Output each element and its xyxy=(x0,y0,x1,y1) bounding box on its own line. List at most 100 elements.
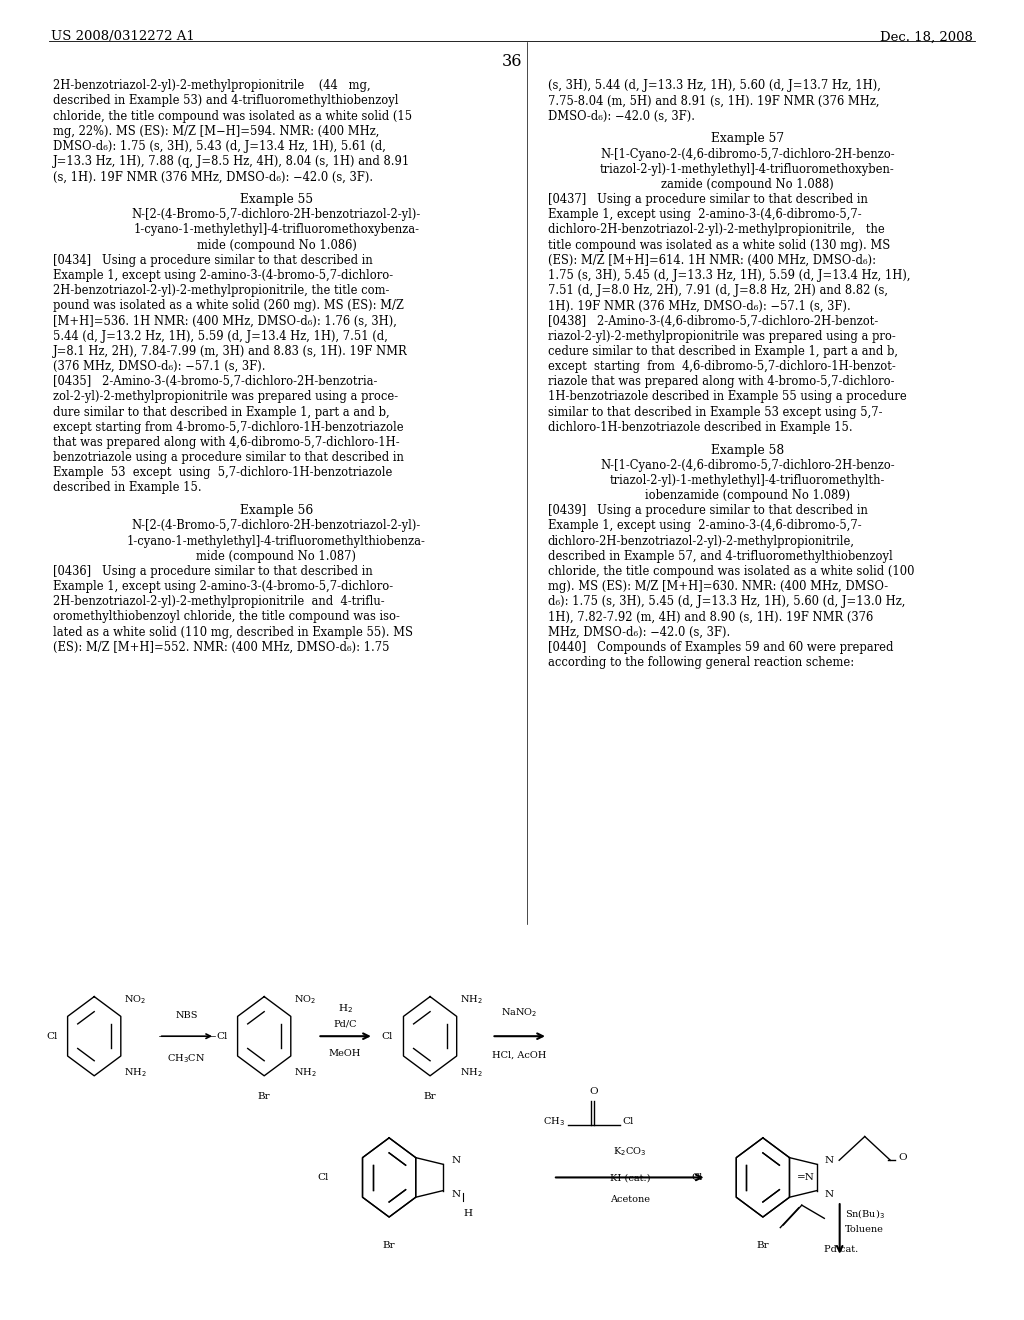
Text: Cl: Cl xyxy=(691,1173,702,1181)
Text: Acetone: Acetone xyxy=(609,1195,650,1204)
Text: Example 55: Example 55 xyxy=(240,193,313,206)
Text: dichloro-2H-benzotriazol-2-yl)-2-methylpropionitrile,   the: dichloro-2H-benzotriazol-2-yl)-2-methylp… xyxy=(548,223,885,236)
Text: Br: Br xyxy=(424,1092,436,1101)
Text: N-[2-(4-Bromo-5,7-dichloro-2H-benzotriazol-2-yl)-: N-[2-(4-Bromo-5,7-dichloro-2H-benzotriaz… xyxy=(132,209,421,222)
Text: Cl: Cl xyxy=(216,1032,227,1040)
Text: triazol-2-yl)-1-methylethyl]-4-trifluoromethoxyben-: triazol-2-yl)-1-methylethyl]-4-trifluoro… xyxy=(600,162,895,176)
Text: mide (compound No 1.087): mide (compound No 1.087) xyxy=(197,549,356,562)
Text: Br: Br xyxy=(258,1092,270,1101)
Text: similar to that described in Example 53 except using 5,7-: similar to that described in Example 53 … xyxy=(548,405,883,418)
Text: MHz, DMSO-d₆): −42.0 (s, 3F).: MHz, DMSO-d₆): −42.0 (s, 3F). xyxy=(548,626,730,639)
Text: 1H-benzotriazole described in Example 55 using a procedure: 1H-benzotriazole described in Example 55… xyxy=(548,391,906,404)
Text: N-[2-(4-Bromo-5,7-dichloro-2H-benzotriazol-2-yl)-: N-[2-(4-Bromo-5,7-dichloro-2H-benzotriaz… xyxy=(132,519,421,532)
Text: Pd/C: Pd/C xyxy=(334,1019,356,1028)
Text: chloride, the title compound was isolated as a white solid (15: chloride, the title compound was isolate… xyxy=(53,110,413,123)
Text: (376 MHz, DMSO-d₆): −57.1 (s, 3F).: (376 MHz, DMSO-d₆): −57.1 (s, 3F). xyxy=(53,360,266,374)
Text: K$_2$CO$_3$: K$_2$CO$_3$ xyxy=(613,1144,646,1158)
Text: Example 58: Example 58 xyxy=(711,444,784,457)
Text: cedure similar to that described in Example 1, part a and b,: cedure similar to that described in Exam… xyxy=(548,345,898,358)
Text: riazole that was prepared along with 4-bromo-5,7-dichloro-: riazole that was prepared along with 4-b… xyxy=(548,375,894,388)
Text: KI (cat.): KI (cat.) xyxy=(609,1173,650,1183)
Text: oromethylthiobenzoyl chloride, the title compound was iso-: oromethylthiobenzoyl chloride, the title… xyxy=(53,610,400,623)
Text: Br: Br xyxy=(383,1241,395,1250)
Text: [0435]   2-Amino-3-(4-bromo-5,7-dichloro-2H-benzotria-: [0435] 2-Amino-3-(4-bromo-5,7-dichloro-2… xyxy=(53,375,378,388)
Text: Example  53  except  using  5,7-dichloro-1H-benzotriazole: Example 53 except using 5,7-dichloro-1H-… xyxy=(53,466,392,479)
Text: mg). MS (ES): M/Z [M+H]=630. NMR: (400 MHz, DMSO-: mg). MS (ES): M/Z [M+H]=630. NMR: (400 M… xyxy=(548,579,888,593)
Text: (s, 1H). 19F NMR (376 MHz, DMSO-d₆): −42.0 (s, 3F).: (s, 1H). 19F NMR (376 MHz, DMSO-d₆): −42… xyxy=(53,170,374,183)
Text: Example 1, except using  2-amino-3-(4,6-dibromo-5,7-: Example 1, except using 2-amino-3-(4,6-d… xyxy=(548,209,861,222)
Text: [0434]   Using a procedure similar to that described in: [0434] Using a procedure similar to that… xyxy=(53,253,373,267)
Text: except  starting  from  4,6-dibromo-5,7-dichloro-1H-benzot-: except starting from 4,6-dibromo-5,7-dic… xyxy=(548,360,896,374)
Text: Example 56: Example 56 xyxy=(240,504,313,517)
Text: NH$_2$: NH$_2$ xyxy=(460,993,482,1006)
Text: Example 1, except using 2-amino-3-(4-bromo-5,7-dichloro-: Example 1, except using 2-amino-3-(4-bro… xyxy=(53,269,393,282)
Text: O: O xyxy=(899,1154,907,1162)
Text: title compound was isolated as a white solid (130 mg). MS: title compound was isolated as a white s… xyxy=(548,239,890,252)
Text: 2H-benzotriazol-2-yl)-2-methylpropionitrile  and  4-triflu-: 2H-benzotriazol-2-yl)-2-methylpropionitr… xyxy=(53,595,385,609)
Text: 36: 36 xyxy=(502,53,522,70)
Text: 5.44 (d, J=13.2 Hz, 1H), 5.59 (d, J=13.4 Hz, 1H), 7.51 (d,: 5.44 (d, J=13.2 Hz, 1H), 5.59 (d, J=13.4… xyxy=(53,330,388,343)
Text: 7.51 (d, J=8.0 Hz, 2H), 7.91 (d, J=8.8 Hz, 2H) and 8.82 (s,: 7.51 (d, J=8.0 Hz, 2H), 7.91 (d, J=8.8 H… xyxy=(548,284,888,297)
Text: Dec. 18, 2008: Dec. 18, 2008 xyxy=(880,30,973,44)
Text: N: N xyxy=(825,1156,834,1164)
Text: HCl, AcOH: HCl, AcOH xyxy=(492,1051,547,1060)
Text: zamide (compound No 1.088): zamide (compound No 1.088) xyxy=(662,178,834,191)
Text: NH$_2$: NH$_2$ xyxy=(294,1067,316,1080)
Text: d₆): 1.75 (s, 3H), 5.45 (d, J=13.3 Hz, 1H), 5.60 (d, J=13.0 Hz,: d₆): 1.75 (s, 3H), 5.45 (d, J=13.3 Hz, 1… xyxy=(548,595,905,609)
Text: 1.75 (s, 3H), 5.45 (d, J=13.3 Hz, 1H), 5.59 (d, J=13.4 Hz, 1H),: 1.75 (s, 3H), 5.45 (d, J=13.3 Hz, 1H), 5… xyxy=(548,269,910,282)
Text: dichloro-2H-benzotriazol-2-yl)-2-methylpropionitrile,: dichloro-2H-benzotriazol-2-yl)-2-methylp… xyxy=(548,535,855,548)
Text: H$_2$: H$_2$ xyxy=(338,1002,352,1015)
Text: 2H-benzotriazol-2-yl)-2-methylpropionitrile, the title com-: 2H-benzotriazol-2-yl)-2-methylpropionitr… xyxy=(53,284,389,297)
Text: described in Example 53) and 4-trifluoromethylthiobenzoyl: described in Example 53) and 4-trifluoro… xyxy=(53,95,398,107)
Text: Sn(Bu)$_3$: Sn(Bu)$_3$ xyxy=(845,1208,885,1221)
Text: described in Example 57, and 4-trifluoromethylthiobenzoyl: described in Example 57, and 4-trifluoro… xyxy=(548,549,893,562)
Text: triazol-2-yl)-1-methylethyl]-4-trifluoromethylth-: triazol-2-yl)-1-methylethyl]-4-trifluoro… xyxy=(610,474,885,487)
Text: (ES): M/Z [M+H]=614. 1H NMR: (400 MHz, DMSO-d₆):: (ES): M/Z [M+H]=614. 1H NMR: (400 MHz, D… xyxy=(548,253,876,267)
Text: N: N xyxy=(451,1156,460,1164)
Text: iobenzamide (compound No 1.089): iobenzamide (compound No 1.089) xyxy=(645,488,850,502)
Text: [0438]   2-Amino-3-(4,6-dibromo-5,7-dichloro-2H-benzot-: [0438] 2-Amino-3-(4,6-dibromo-5,7-dichlo… xyxy=(548,314,879,327)
Text: O: O xyxy=(590,1086,598,1096)
Text: NH$_2$: NH$_2$ xyxy=(124,1067,146,1080)
Text: Br: Br xyxy=(757,1241,769,1250)
Text: according to the following general reaction scheme:: according to the following general react… xyxy=(548,656,854,669)
Text: riazol-2-yl)-2-methylpropionitrile was prepared using a pro-: riazol-2-yl)-2-methylpropionitrile was p… xyxy=(548,330,896,343)
Text: N: N xyxy=(825,1191,834,1199)
Text: CH$_3$: CH$_3$ xyxy=(544,1115,565,1129)
Text: 1-cyano-1-methylethyl]-4-trifluoromethylthiobenza-: 1-cyano-1-methylethyl]-4-trifluoromethyl… xyxy=(127,535,426,548)
Text: Cl: Cl xyxy=(623,1118,634,1126)
Text: dichloro-1H-benzotriazole described in Example 15.: dichloro-1H-benzotriazole described in E… xyxy=(548,421,852,434)
Text: Example 1, except using  2-amino-3-(4,6-dibromo-5,7-: Example 1, except using 2-amino-3-(4,6-d… xyxy=(548,519,861,532)
Text: that was prepared along with 4,6-dibromo-5,7-dichloro-1H-: that was prepared along with 4,6-dibromo… xyxy=(53,436,400,449)
Text: N: N xyxy=(451,1191,460,1199)
Text: [M+H]=536. 1H NMR: (400 MHz, DMSO-d₆): 1.76 (s, 3H),: [M+H]=536. 1H NMR: (400 MHz, DMSO-d₆): 1… xyxy=(53,314,397,327)
Text: except starting from 4-bromo-5,7-dichloro-1H-benzotriazole: except starting from 4-bromo-5,7-dichlor… xyxy=(53,421,403,434)
Text: benzotriazole using a procedure similar to that described in: benzotriazole using a procedure similar … xyxy=(53,451,404,465)
Text: NH$_2$: NH$_2$ xyxy=(460,1067,482,1080)
Text: NBS: NBS xyxy=(175,1011,198,1020)
Text: dure similar to that described in Example 1, part a and b,: dure similar to that described in Exampl… xyxy=(53,405,390,418)
Text: mg, 22%). MS (ES): M/Z [M−H]=594. NMR: (400 MHz,: mg, 22%). MS (ES): M/Z [M−H]=594. NMR: (… xyxy=(53,124,380,137)
Text: US 2008/0312272 A1: US 2008/0312272 A1 xyxy=(51,30,195,44)
Text: lated as a white solid (110 mg, described in Example 55). MS: lated as a white solid (110 mg, describe… xyxy=(53,626,414,639)
Text: MeOH: MeOH xyxy=(329,1049,361,1059)
Text: 1H). 19F NMR (376 MHz, DMSO-d₆): −57.1 (s, 3F).: 1H). 19F NMR (376 MHz, DMSO-d₆): −57.1 (… xyxy=(548,300,851,313)
Text: 7.75-8.04 (m, 5H) and 8.91 (s, 1H). 19F NMR (376 MHz,: 7.75-8.04 (m, 5H) and 8.91 (s, 1H). 19F … xyxy=(548,95,880,107)
Text: Pd cat.: Pd cat. xyxy=(824,1245,858,1254)
Text: =N: =N xyxy=(797,1173,815,1181)
Text: 2H-benzotriazol-2-yl)-2-methylpropionitrile    (44   mg,: 2H-benzotriazol-2-yl)-2-methylpropionitr… xyxy=(53,79,371,92)
Text: 1-cyano-1-methylethyl]-4-trifluoromethoxybenza-: 1-cyano-1-methylethyl]-4-trifluoromethox… xyxy=(133,223,420,236)
Text: H: H xyxy=(463,1209,472,1218)
Text: J=13.3 Hz, 1H), 7.88 (q, J=8.5 Hz, 4H), 8.04 (s, 1H) and 8.91: J=13.3 Hz, 1H), 7.88 (q, J=8.5 Hz, 4H), … xyxy=(53,154,411,168)
Text: chloride, the title compound was isolated as a white solid (100: chloride, the title compound was isolate… xyxy=(548,565,914,578)
Text: (ES): M/Z [M+H]=552. NMR: (400 MHz, DMSO-d₆): 1.75: (ES): M/Z [M+H]=552. NMR: (400 MHz, DMSO… xyxy=(53,640,390,653)
Text: Toluene: Toluene xyxy=(845,1225,884,1234)
Text: [0437]   Using a procedure similar to that described in: [0437] Using a procedure similar to that… xyxy=(548,193,867,206)
Text: DMSO-d₆): 1.75 (s, 3H), 5.43 (d, J=13.4 Hz, 1H), 5.61 (d,: DMSO-d₆): 1.75 (s, 3H), 5.43 (d, J=13.4 … xyxy=(53,140,386,153)
Text: Cl: Cl xyxy=(46,1032,57,1040)
Text: pound was isolated as a white solid (260 mg). MS (ES): M/Z: pound was isolated as a white solid (260… xyxy=(53,300,404,313)
Text: DMSO-d₆): −42.0 (s, 3F).: DMSO-d₆): −42.0 (s, 3F). xyxy=(548,110,695,123)
Text: Example 1, except using 2-amino-3-(4-bromo-5,7-dichloro-: Example 1, except using 2-amino-3-(4-bro… xyxy=(53,579,393,593)
Text: N-[1-Cyano-2-(4,6-dibromo-5,7-dichloro-2H-benzo-: N-[1-Cyano-2-(4,6-dibromo-5,7-dichloro-2… xyxy=(600,458,895,471)
Text: Example 57: Example 57 xyxy=(711,132,784,145)
